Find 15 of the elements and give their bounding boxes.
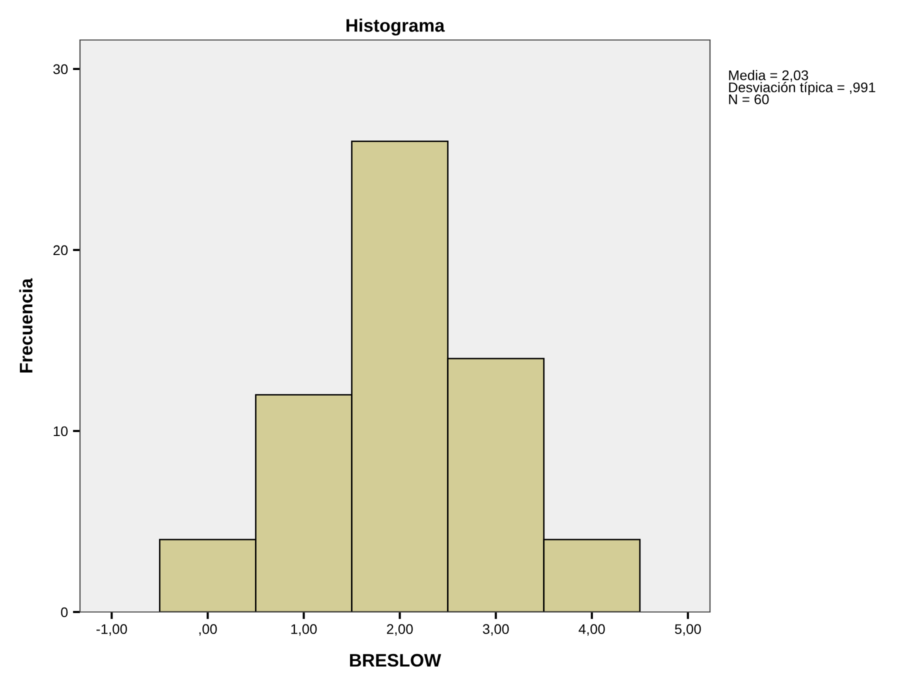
x-tick-label: 1,00 [291,624,317,636]
chart-title: Histograma [346,18,445,36]
x-axis-title: BRESLOW [350,654,442,667]
text: Media = 2,03 Desviación típica = ,991 N = 60 [729,70,876,104]
x-tick-label: 4,00 [578,624,605,636]
y-tick-label: 30 [53,64,68,74]
x-tick-label: ,00 [199,624,217,636]
y-tick-label: 10 [54,426,68,436]
x-tick-label: 2,00 [386,624,413,636]
x-tick-label: 3,00 [482,624,509,636]
y-tick-label: 0 [61,607,68,618]
y-axis-title: Frecuencia [19,278,33,372]
y-tick-label: 20 [53,245,68,256]
x-tick-label: -1,00 [96,624,127,636]
x-tick-label: 5,00 [674,624,701,636]
